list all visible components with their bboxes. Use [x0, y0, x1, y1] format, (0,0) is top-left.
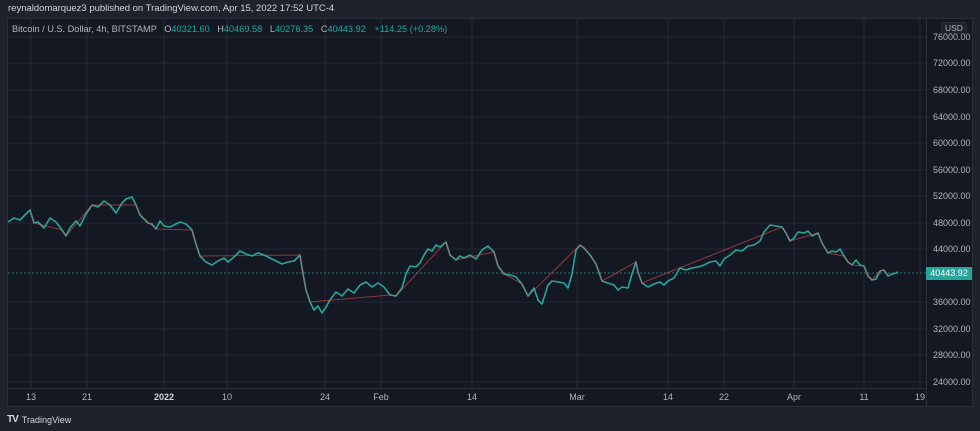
price-tick: 44000.00 — [933, 244, 971, 254]
last-price-badge: 40443.92 — [926, 267, 972, 280]
price-tick: 68000.00 — [933, 85, 971, 95]
price-tick: 76000.00 — [933, 32, 971, 42]
tradingview-logo-icon: TV — [7, 414, 19, 425]
price-tick: 52000.00 — [933, 191, 971, 201]
time-tick: 14 — [662, 392, 674, 402]
price-tick: 28000.00 — [933, 350, 971, 360]
price-tick: 56000.00 — [933, 165, 971, 175]
change-value: +114.25 (+0.28%) — [374, 24, 448, 34]
time-tick: 14 — [466, 392, 478, 402]
time-tick: 22 — [718, 392, 730, 402]
chart-pane[interactable] — [7, 18, 973, 407]
publish-header: reynaldomarquez3 published on TradingVie… — [8, 3, 335, 14]
time-tick: 13 — [25, 392, 37, 402]
high-label: H — [217, 24, 224, 34]
price-tick: 48000.00 — [933, 218, 971, 228]
open-label: O — [164, 24, 172, 34]
symbol-legend: Bitcoin / U.S. Dollar, 4h, BITSTAMP O403… — [12, 24, 447, 34]
currency-label[interactable]: USD — [941, 22, 967, 34]
time-tick: Mar — [569, 392, 585, 402]
price-tick: 32000.00 — [933, 324, 971, 334]
price-axis[interactable] — [926, 18, 973, 407]
close-label: C — [320, 24, 328, 34]
price-tick: 36000.00 — [933, 297, 971, 307]
time-tick: Feb — [373, 392, 389, 402]
time-tick: 24 — [319, 392, 331, 402]
time-tick: 19 — [914, 392, 926, 402]
price-tick: 72000.00 — [933, 58, 971, 68]
price-tick: 24000.00 — [933, 377, 971, 387]
time-tick: 10 — [221, 392, 233, 402]
time-tick: 21 — [81, 392, 93, 402]
price-tick: 64000.00 — [933, 112, 971, 122]
close-value: 40443.92 — [327, 24, 366, 34]
time-tick: 11 — [859, 392, 869, 402]
low-value: 40276.35 — [274, 24, 314, 34]
time-tick: Apr — [786, 392, 802, 402]
high-value: 40469.58 — [223, 24, 263, 34]
price-tick: 60000.00 — [933, 138, 971, 148]
time-axis[interactable] — [7, 388, 926, 407]
time-tick-year: 2022 — [153, 392, 175, 402]
low-label: L — [269, 24, 275, 34]
footer-brand[interactable]: TV TradingView — [7, 414, 71, 425]
brand-name: TradingView — [21, 414, 72, 425]
symbol-name: Bitcoin / U.S. Dollar, 4h, BITSTAMP — [12, 24, 157, 34]
open-value: 40321.60 — [171, 24, 210, 34]
